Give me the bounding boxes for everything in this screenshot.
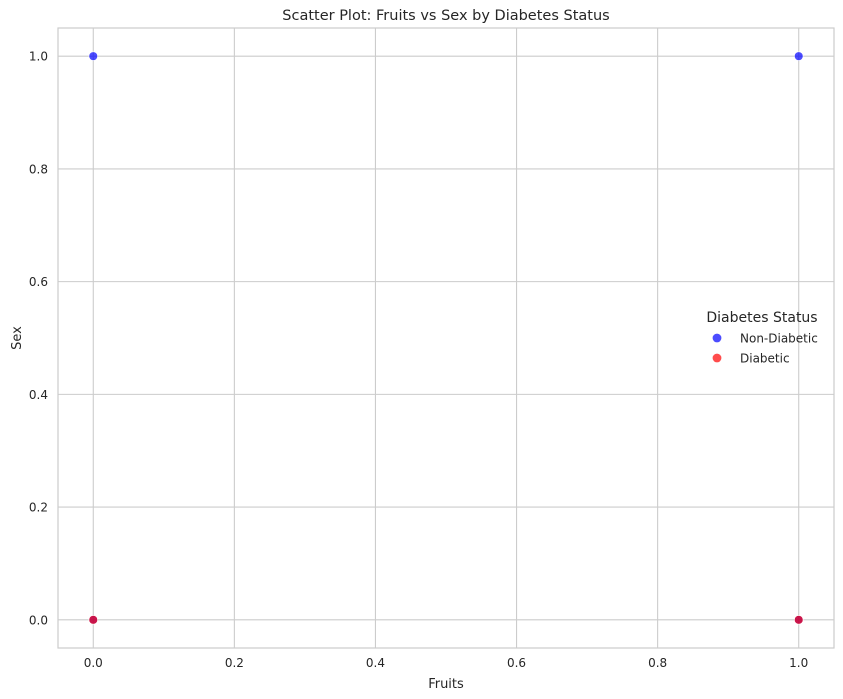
y-tick-label: 0.2 <box>29 501 48 515</box>
legend-entry-label: Non-Diabetic <box>740 332 818 346</box>
tick-labels: 0.0 0.2 0.4 0.6 0.8 1.0 0.0 0.2 0.4 0.6 0.8 1.0 <box>29 50 808 670</box>
x-tick-label: 0.6 <box>507 656 526 670</box>
y-tick-label: 0.0 <box>29 613 48 627</box>
plot-area <box>58 28 834 648</box>
y-tick-label: 1.0 <box>29 50 48 64</box>
legend-entries: Non-Diabetic Diabetic <box>712 332 818 366</box>
data-point-diabetic <box>794 615 804 625</box>
x-tick-label: 0.4 <box>366 656 385 670</box>
legend-marker <box>712 333 722 343</box>
legend-marker <box>712 353 722 363</box>
legend-title: Diabetes Status <box>706 310 817 326</box>
chart-title: Scatter Plot: Fruits vs Sex by Diabetes … <box>282 8 609 24</box>
x-tick-label: 0.2 <box>225 656 244 670</box>
y-tick-label: 0.4 <box>29 388 48 402</box>
data-point-non-diabetic <box>794 51 804 61</box>
grid-lines <box>58 28 834 648</box>
y-axis-label: Sex <box>10 326 25 350</box>
legend-entry-label: Diabetic <box>740 352 790 366</box>
data-point-non-diabetic <box>88 51 98 61</box>
y-tick-label: 0.6 <box>29 275 48 289</box>
plot-frame <box>57 27 835 649</box>
y-tick-label: 0.8 <box>29 162 48 176</box>
data-points <box>88 51 804 625</box>
x-tick-label: 1.0 <box>789 656 808 670</box>
legend: Diabetes Status Non-Diabetic Diabetic <box>706 310 817 366</box>
data-point-diabetic <box>88 615 98 625</box>
x-tick-label: 0.0 <box>84 656 103 670</box>
x-tick-label: 0.8 <box>648 656 667 670</box>
x-axis-label: Fruits <box>428 677 464 692</box>
